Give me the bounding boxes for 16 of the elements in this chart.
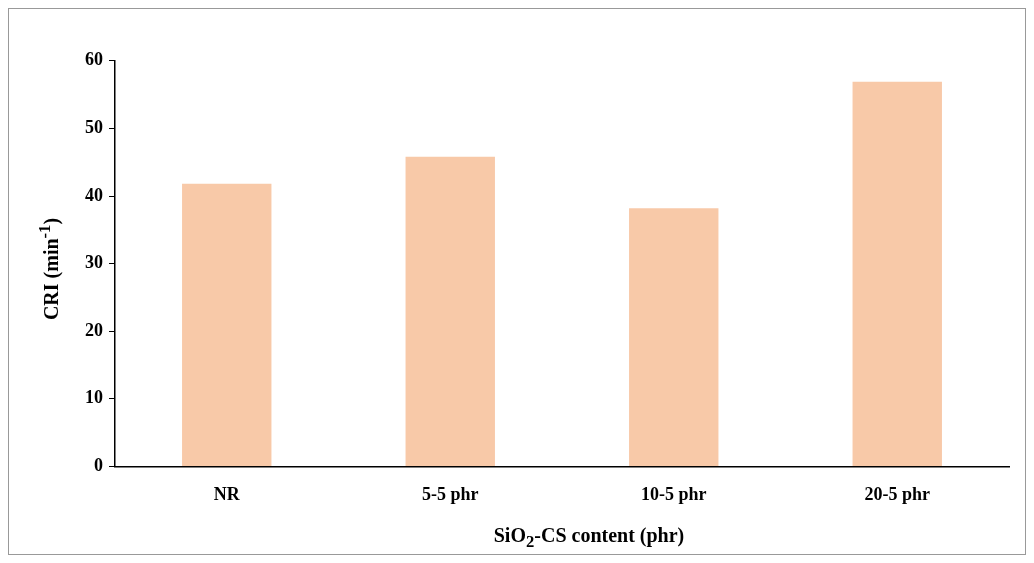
y-tick-label: 0 (94, 455, 103, 476)
bar (852, 81, 942, 466)
x-tick-label: 20-5 phr (864, 483, 931, 504)
y-tick-label: 40 (85, 184, 103, 205)
x-tick-label: 5-5 phr (421, 483, 479, 504)
y-tick-label: 60 (85, 49, 103, 70)
y-tick-label: 50 (85, 117, 103, 138)
y-tick-label: 10 (85, 387, 103, 408)
bar (629, 208, 719, 466)
x-axis-title: SiO$_{2}$-CS content (phr) (493, 524, 685, 552)
y-tick-label: 30 (85, 252, 103, 273)
x-tick-label: 10-5 phr (640, 483, 707, 504)
bar (405, 156, 495, 466)
y-tick-label: 20 (85, 319, 103, 340)
x-tick-label: NR (213, 483, 241, 504)
bar (182, 183, 272, 466)
